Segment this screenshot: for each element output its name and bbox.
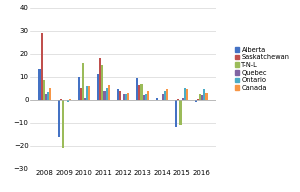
Bar <box>45 94 47 100</box>
Bar <box>119 91 121 100</box>
Bar <box>162 94 164 100</box>
Bar <box>127 93 129 100</box>
Bar <box>140 84 142 100</box>
Bar <box>49 88 51 100</box>
Bar <box>82 63 84 100</box>
Bar <box>97 74 99 100</box>
Bar <box>182 98 184 100</box>
Bar <box>108 85 110 100</box>
Bar <box>199 94 201 100</box>
Bar <box>203 89 206 100</box>
Legend: Alberta, Saskatchewan, T-N-L, Quebec, Ontario, Canada: Alberta, Saskatchewan, T-N-L, Quebec, On… <box>233 46 291 93</box>
Bar <box>184 88 186 100</box>
Bar <box>86 86 88 100</box>
Bar <box>179 100 182 125</box>
Bar <box>40 33 43 100</box>
Bar <box>88 86 90 100</box>
Bar <box>206 93 208 100</box>
Bar <box>195 100 197 102</box>
Bar <box>101 65 103 100</box>
Bar <box>60 99 62 100</box>
Bar <box>145 94 147 100</box>
Bar <box>117 89 119 100</box>
Bar <box>138 85 140 100</box>
Bar <box>47 92 49 100</box>
Bar <box>80 88 82 100</box>
Bar <box>84 98 86 100</box>
Bar <box>77 77 80 100</box>
Bar <box>197 99 199 100</box>
Bar <box>67 100 69 102</box>
Bar <box>38 69 40 100</box>
Bar <box>142 95 145 100</box>
Bar <box>177 99 179 100</box>
Bar <box>186 89 188 100</box>
Bar <box>103 91 106 100</box>
Bar <box>156 98 158 100</box>
Bar <box>125 94 127 100</box>
Bar <box>106 88 108 100</box>
Bar <box>69 99 71 100</box>
Bar <box>175 100 177 127</box>
Bar <box>147 91 149 100</box>
Bar <box>58 100 60 137</box>
Bar <box>123 94 125 100</box>
Bar <box>99 58 101 100</box>
Bar <box>62 100 64 148</box>
Bar <box>43 80 45 100</box>
Bar <box>136 78 138 100</box>
Bar <box>164 91 166 100</box>
Bar <box>201 95 203 100</box>
Bar <box>166 89 169 100</box>
